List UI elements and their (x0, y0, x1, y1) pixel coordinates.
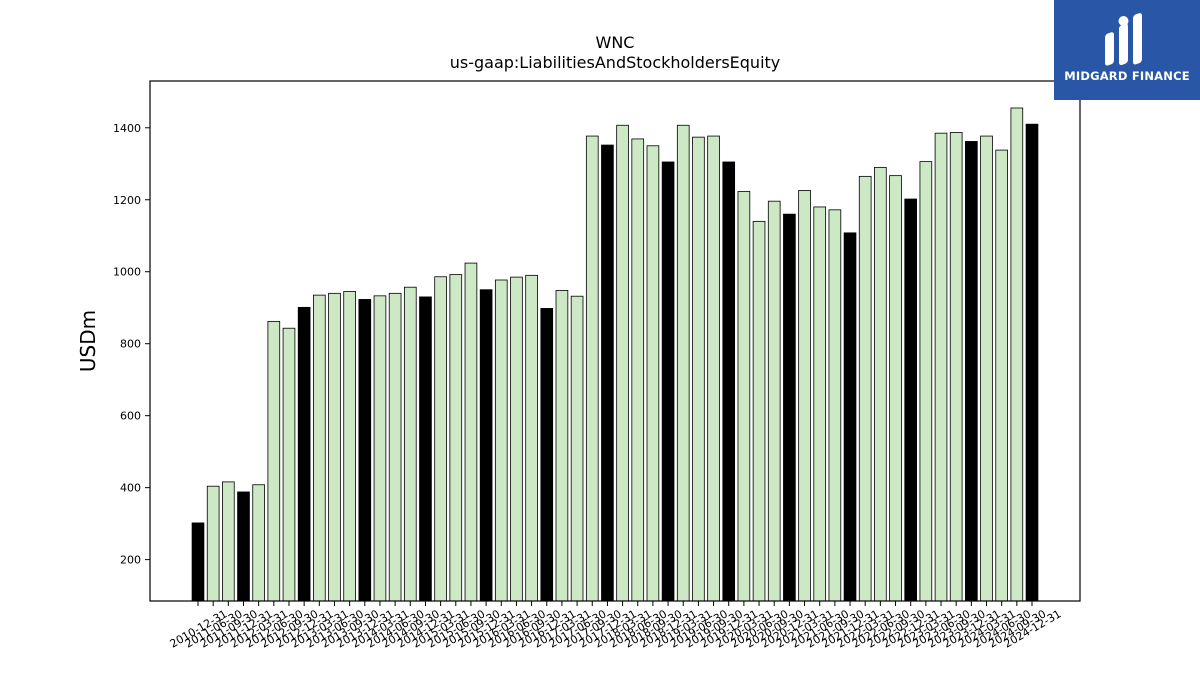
bar-2010-12-31 (191, 522, 205, 602)
bar-2016-09-30 (540, 308, 554, 602)
bar-2014-06-30 (403, 286, 417, 602)
y-tick-label: 1400 (113, 122, 141, 135)
bar-2018-03-31 (631, 138, 645, 602)
bar-2015-09-30 (479, 289, 493, 602)
bar-2024-06-30 (1010, 107, 1024, 602)
y-tick-label: 200 (120, 554, 141, 567)
bar-2016-03-31 (510, 276, 523, 602)
bar-2021-03-31 (813, 206, 827, 602)
y-tick-label: 1000 (113, 266, 141, 279)
bar-2012-06-30 (282, 327, 296, 602)
bar-2018-09-30 (661, 161, 675, 602)
bars-group (191, 107, 1039, 602)
bar-2015-03-31 (449, 274, 463, 602)
bar-2013-09-30 (358, 299, 372, 602)
bar-2022-12-31 (919, 161, 933, 602)
bar-2011-09-30 (237, 491, 250, 602)
bar-2020-09-30 (783, 213, 796, 602)
bar-2016-06-30 (525, 274, 538, 602)
bar-2014-03-31 (388, 292, 402, 602)
bar-2013-06-30 (343, 291, 356, 602)
bar-2023-06-30 (949, 132, 963, 602)
chart-subtitle: us-gaap:LiabilitiesAndStockholdersEquity (450, 53, 781, 72)
bar-2011-03-31 (206, 485, 220, 602)
brand-name: MIDGARD FINANCE (1064, 69, 1190, 83)
midgard-logo-icon (1105, 13, 1142, 66)
bar-2016-12-31 (555, 290, 569, 602)
bar-2017-09-30 (601, 144, 614, 602)
bar-2022-06-30 (889, 175, 902, 602)
y-tick-label: 400 (120, 482, 141, 495)
bar-2020-06-30 (767, 200, 781, 602)
bar-2019-09-30 (722, 161, 736, 602)
bar-2013-03-31 (328, 292, 341, 602)
y-axis: 200 400 600 800 1000 1200 1400 (113, 122, 150, 567)
bar-2019-12-31 (737, 191, 751, 602)
bar-2017-06-30 (585, 135, 599, 602)
bar-2019-03-31 (692, 136, 705, 602)
bar-2021-09-30 (843, 232, 857, 602)
bar-2012-12-31 (312, 294, 326, 602)
bar-2020-12-31 (798, 189, 811, 602)
bar-2015-06-30 (464, 262, 478, 602)
bar-2024-09-30 (1025, 123, 1039, 602)
bar-2017-03-31 (570, 295, 584, 602)
x-axis: 2010-12-312011-06-302011-09-302011-12-31… (168, 601, 1064, 651)
bar-2022-03-31 (874, 166, 887, 602)
bar-2018-12-31 (676, 124, 690, 602)
bar-2011-06-30 (222, 481, 235, 602)
bar-2019-06-30 (707, 135, 720, 602)
bar-2024-03-31 (995, 149, 1008, 602)
bar-2021-12-31 (858, 175, 872, 602)
brand-logo: MIDGARD FINANCE (1054, 0, 1200, 100)
y-tick-label: 1200 (113, 194, 141, 207)
bar-2014-09-30 (419, 296, 432, 602)
bar-2018-06-30 (646, 145, 660, 602)
bar-2011-12-31 (252, 484, 265, 602)
plot-frame (149, 80, 1081, 602)
bar-2013-12-31 (373, 295, 387, 602)
bar-2022-09-30 (904, 198, 918, 602)
bar-2021-06-30 (828, 209, 842, 602)
bar-2023-03-31 (934, 132, 948, 602)
y-axis-label: USDm (76, 310, 100, 372)
bar-2023-09-30 (965, 141, 978, 602)
bar-2012-03-31 (267, 320, 281, 602)
chart-title: WNC (596, 33, 635, 52)
bar-2014-12-31 (434, 276, 447, 602)
bar-2015-12-31 (494, 279, 508, 602)
bar-2012-09-30 (297, 306, 311, 602)
y-tick-label: 800 (120, 338, 141, 351)
bar-2023-12-31 (980, 135, 993, 602)
bar-2017-12-31 (616, 124, 629, 602)
bar-2020-03-31 (752, 220, 766, 602)
y-tick-label: 600 (120, 410, 141, 423)
